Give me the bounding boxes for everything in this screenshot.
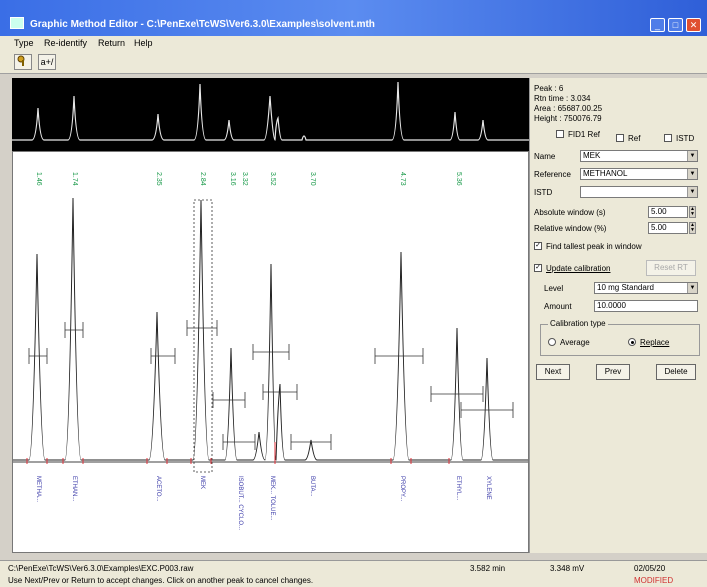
- menu-type[interactable]: Type: [14, 38, 34, 48]
- menu-help[interactable]: Help: [134, 38, 153, 48]
- replace-label: Replace: [640, 338, 670, 347]
- chevron-down-icon: ▼: [687, 169, 697, 179]
- peak-retention-label: 1.74: [71, 172, 78, 186]
- update-cal-checkbox[interactable]: ✓: [534, 264, 542, 272]
- peak-retention-label: 2.84: [199, 172, 206, 186]
- ref-label: Ref: [628, 134, 641, 143]
- peak-name-label[interactable]: BUTA...: [309, 476, 315, 497]
- menu-return[interactable]: Return: [98, 38, 126, 48]
- istd-checkbox[interactable]: [664, 134, 672, 142]
- status-time: 3.582 min: [470, 564, 506, 573]
- peak-name-label[interactable]: ETHYL...: [455, 476, 461, 501]
- peak-retention-label: 5.36: [455, 172, 462, 186]
- average-label: Average: [560, 338, 590, 347]
- amount-label: Amount: [544, 302, 572, 311]
- peak-retention-label: 3.70: [309, 172, 316, 186]
- chevron-down-icon: ▼: [687, 187, 697, 197]
- peak-name-label[interactable]: PROPY...: [399, 476, 405, 502]
- reference-value: METHANOL: [583, 169, 628, 178]
- replace-radio[interactable]: [628, 338, 636, 346]
- peak-name-label[interactable]: ACETO...: [155, 476, 161, 502]
- close-button[interactable]: ✕: [686, 18, 701, 32]
- abs-window-label: Absolute window (s): [534, 208, 606, 217]
- fid-ref-checkbox[interactable]: [556, 130, 564, 138]
- overview-chromatogram[interactable]: [12, 78, 529, 151]
- peak-number: Peak : 6: [534, 84, 564, 93]
- reference-label: Reference: [534, 170, 571, 179]
- reference-combo[interactable]: METHANOL ▼: [580, 168, 698, 180]
- peak-retention-label: 4.73: [399, 172, 406, 186]
- status-signal: 3.348 mV: [550, 564, 585, 573]
- rel-window-label: Relative window (%): [534, 224, 607, 233]
- calibration-type-label: Calibration type: [548, 319, 608, 328]
- toolbar: a+/: [0, 50, 707, 74]
- reset-rt-button[interactable]: Reset RT: [646, 260, 696, 276]
- chromatogram-plot[interactable]: 1.46 1.74 2.35 2.84 3.16 3.32 3.52 3.70 4.73 5.36: [12, 151, 529, 553]
- next-button[interactable]: Next: [536, 364, 570, 380]
- menu-bar: Type Re-identify Return Help: [0, 36, 707, 50]
- peak-name-label[interactable]: METHA...: [35, 476, 41, 502]
- average-radio[interactable]: [548, 338, 556, 346]
- find-tallest-checkbox[interactable]: ✓: [534, 242, 542, 250]
- peak-area: Area : 65687.00.25: [534, 104, 603, 113]
- chevron-down-icon: ▼: [687, 151, 697, 161]
- peak-retention-label: 3.52: [269, 172, 276, 186]
- update-cal-label: Update calibration: [546, 264, 611, 273]
- delete-button[interactable]: Delete: [656, 364, 696, 380]
- rel-window-input[interactable]: 5.00: [648, 222, 688, 234]
- peak-name-label[interactable]: XYLENE: [485, 476, 491, 500]
- name-combo[interactable]: MEK ▼: [580, 150, 698, 162]
- istd-checkbox-label: ISTD: [676, 134, 695, 143]
- peak-name-label[interactable]: ISOBUT... CYCLO...: [237, 476, 243, 530]
- title-bar: Graphic Method Editor - C:\PenExe\TcWS\V…: [0, 0, 707, 36]
- peak-retention-label: 2.35: [155, 172, 162, 186]
- status-bar: C:\PenExe\TcWS\Ver6.3.0\Examples\EXC.P00…: [0, 560, 707, 587]
- rel-window-spinner[interactable]: ▲ ▼: [689, 222, 696, 234]
- peak-name-label[interactable]: MEK: [199, 476, 205, 489]
- retention-time: Rtn time : 3.034: [534, 94, 591, 103]
- name-label: Name: [534, 152, 556, 161]
- name-value: MEK: [583, 151, 601, 160]
- level-value: 10 mg Standard: [597, 283, 654, 292]
- amount-input[interactable]: 10.0000: [594, 300, 698, 312]
- peak-height: Height : 750076.79: [534, 114, 602, 123]
- maximize-button[interactable]: □: [668, 18, 683, 32]
- key-icon[interactable]: [14, 54, 32, 70]
- istd-combo[interactable]: ▼: [580, 186, 698, 198]
- peak-properties-panel: Peak : 6 Rtn time : 3.034 Area : 65687.0…: [529, 78, 707, 553]
- status-date: 02/05/20: [634, 564, 666, 573]
- prev-button[interactable]: Prev: [596, 364, 630, 380]
- level-label: Level: [544, 284, 564, 293]
- peak-retention-label: 3.32: [241, 172, 248, 186]
- status-modified: MODIFIED: [634, 576, 674, 585]
- peak-name-label[interactable]: ETHAN...: [71, 476, 77, 502]
- level-combo[interactable]: 10 mg Standard ▼: [594, 282, 698, 294]
- app-icon: [10, 17, 24, 29]
- abs-window-spinner[interactable]: ▲ ▼: [689, 206, 696, 218]
- status-hint: Use Next/Prev or Return to accept change…: [8, 576, 314, 585]
- peak-retention-label: 1.46: [35, 172, 42, 186]
- status-file-path: C:\PenExe\TcWS\Ver6.3.0\Examples\EXC.P00…: [8, 564, 194, 573]
- istd-label: ISTD: [534, 188, 553, 197]
- peak-retention-label: 3.16: [229, 172, 236, 186]
- fid-ref-label: FID1 Ref: [568, 130, 601, 139]
- peak-name-label[interactable]: MEK... TOLUE...: [269, 476, 275, 521]
- chevron-down-icon: ▼: [687, 283, 697, 293]
- find-tallest-label: Find tallest peak in window: [546, 242, 642, 251]
- abs-window-input[interactable]: 5.00: [648, 206, 688, 218]
- window-title: Graphic Method Editor - C:\PenExe\TcWS\V…: [30, 19, 375, 30]
- menu-reidentify[interactable]: Re-identify: [44, 38, 88, 48]
- minimize-button[interactable]: _: [650, 18, 665, 32]
- ref-checkbox[interactable]: [616, 134, 624, 142]
- calibration-type-group: [540, 324, 700, 356]
- toolbar-button-2[interactable]: a+/: [38, 54, 56, 70]
